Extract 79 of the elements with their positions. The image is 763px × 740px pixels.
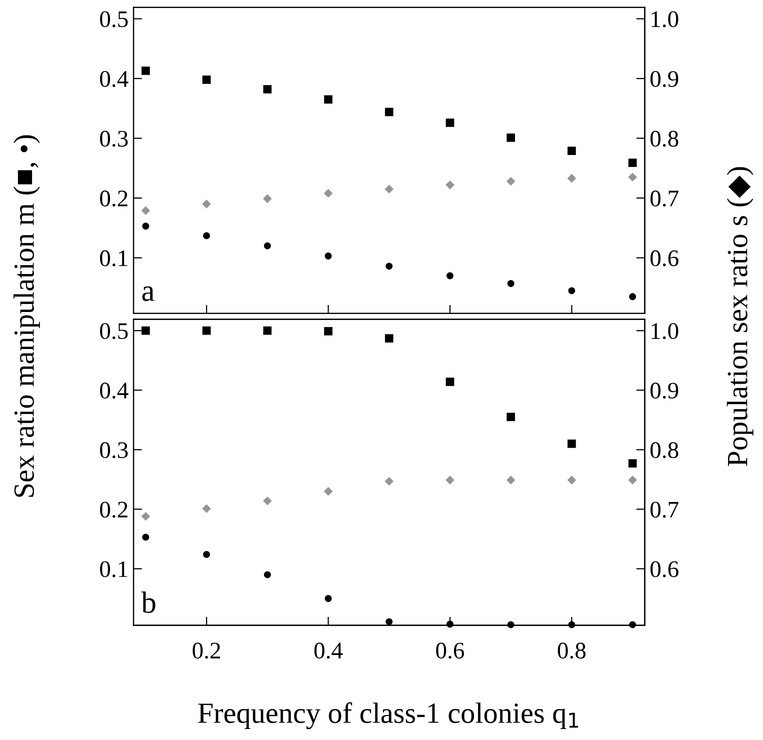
y2-tick-label: 0.9 bbox=[650, 382, 678, 399]
point bbox=[141, 206, 150, 216]
y-tick-label: 0.5 bbox=[100, 11, 128, 28]
y2-axis-title: Population sex ratio s (◆) bbox=[726, 167, 754, 466]
point bbox=[568, 287, 576, 294]
point bbox=[324, 95, 332, 104]
point bbox=[324, 327, 332, 336]
point bbox=[384, 184, 394, 194]
point bbox=[386, 262, 393, 270]
y2-tick-label: 0.7 bbox=[650, 190, 678, 207]
point bbox=[628, 459, 637, 468]
point bbox=[384, 108, 394, 116]
point bbox=[446, 378, 454, 386]
point bbox=[202, 504, 211, 514]
point bbox=[507, 280, 514, 287]
point bbox=[506, 412, 516, 422]
y2-tick-label: 0.6 bbox=[650, 250, 678, 266]
x-axis-title: Frequency of class-1 colonies q$_{1}$ bbox=[198, 702, 578, 730]
point bbox=[202, 326, 211, 335]
point bbox=[386, 618, 393, 626]
point bbox=[628, 172, 637, 182]
point bbox=[263, 326, 272, 335]
point bbox=[568, 440, 576, 448]
y-axis-title: Sex ratio manipulation m (■, •) bbox=[13, 135, 40, 497]
point bbox=[142, 534, 150, 541]
y-tick-label: 0.4 bbox=[100, 382, 128, 399]
point bbox=[567, 476, 576, 484]
point bbox=[384, 334, 394, 343]
y-tick-label: 0.2 bbox=[100, 190, 128, 207]
point bbox=[142, 66, 150, 75]
point bbox=[324, 595, 332, 602]
y-tick-label: 0.1 bbox=[100, 250, 128, 266]
point bbox=[263, 85, 272, 94]
point bbox=[141, 512, 150, 521]
y2-tick-label: 1.0 bbox=[652, 11, 678, 28]
point bbox=[262, 496, 272, 506]
y-tick-label: 0.2 bbox=[100, 502, 128, 518]
point bbox=[628, 158, 637, 167]
x-tick-label: 0.4 bbox=[314, 642, 343, 659]
annotation: b bbox=[141, 591, 156, 613]
point bbox=[567, 174, 576, 183]
x-tick-label: 0.2 bbox=[192, 642, 220, 659]
point bbox=[446, 272, 454, 280]
y2-tick-label: 0.8 bbox=[650, 130, 678, 147]
point bbox=[203, 232, 210, 240]
point bbox=[629, 293, 636, 300]
point bbox=[384, 476, 394, 486]
point bbox=[324, 188, 333, 198]
y2-tick-label: 0.9 bbox=[650, 71, 678, 88]
point bbox=[324, 252, 332, 260]
y-tick-label: 0.4 bbox=[100, 71, 128, 88]
y-tick-label: 0.1 bbox=[100, 561, 128, 578]
x-tick-label: 0.8 bbox=[558, 642, 586, 659]
point bbox=[446, 180, 454, 190]
point bbox=[264, 571, 271, 578]
point bbox=[506, 134, 516, 142]
y-tick-label: 0.3 bbox=[100, 442, 128, 458]
point bbox=[446, 118, 454, 127]
point bbox=[568, 146, 576, 155]
annotation: a bbox=[142, 286, 154, 302]
point bbox=[324, 486, 333, 496]
y2-tick-label: 0.7 bbox=[650, 502, 678, 518]
point bbox=[506, 176, 516, 186]
x-tick-label: 0.6 bbox=[436, 642, 464, 659]
point bbox=[506, 476, 516, 484]
point bbox=[446, 476, 454, 484]
y2-tick-label: 0.8 bbox=[650, 442, 678, 458]
y-tick-label: 0.3 bbox=[100, 130, 128, 147]
point bbox=[203, 550, 210, 558]
point bbox=[202, 76, 211, 84]
point bbox=[142, 222, 150, 230]
y2-tick-label: 1.0 bbox=[652, 323, 678, 340]
point bbox=[202, 200, 211, 208]
point bbox=[142, 326, 150, 335]
y-tick-label: 0.5 bbox=[100, 323, 128, 340]
point bbox=[262, 194, 272, 204]
point bbox=[628, 476, 637, 484]
y2-tick-label: 0.6 bbox=[650, 561, 678, 578]
point bbox=[264, 242, 271, 250]
